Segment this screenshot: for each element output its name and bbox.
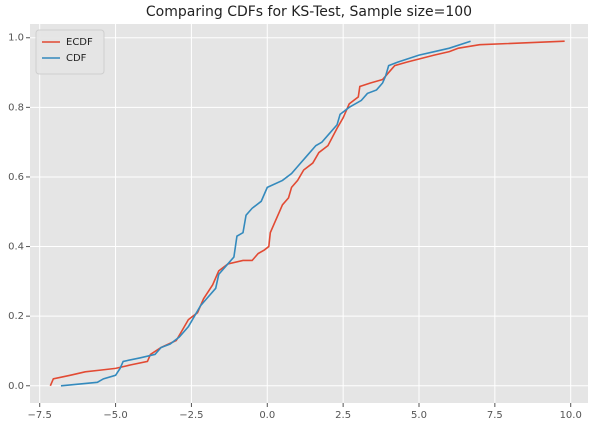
x-tick-label: −5.0 bbox=[103, 410, 127, 421]
legend-box bbox=[35, 29, 105, 75]
chart-title: Comparing CDFs for KS-Test, Sample size=… bbox=[146, 4, 472, 20]
data-line bbox=[60, 40, 471, 387]
y-tick-label: 0.8 bbox=[8, 102, 24, 113]
legend-label: CDF bbox=[66, 53, 87, 64]
data-line bbox=[49, 40, 565, 387]
x-tick-label: 2.5 bbox=[335, 410, 351, 421]
x-tick-label: −7.5 bbox=[28, 410, 52, 421]
y-tick-label: 0.6 bbox=[8, 172, 24, 183]
y-tick-label: 1.0 bbox=[8, 33, 24, 44]
plot-area bbox=[30, 24, 588, 403]
y-tick-label: 0.0 bbox=[8, 381, 24, 392]
y-tick-label: 0.4 bbox=[8, 242, 24, 253]
x-tick-label: 7.5 bbox=[487, 410, 503, 421]
x-tick-label: 0.0 bbox=[259, 410, 275, 421]
x-tick-label: 10.0 bbox=[560, 410, 582, 421]
y-tick-label: 0.2 bbox=[8, 311, 24, 322]
legend-label: ECDF bbox=[66, 37, 93, 48]
x-tick-label: −2.5 bbox=[179, 410, 203, 421]
x-tick-label: 5.0 bbox=[411, 410, 427, 421]
